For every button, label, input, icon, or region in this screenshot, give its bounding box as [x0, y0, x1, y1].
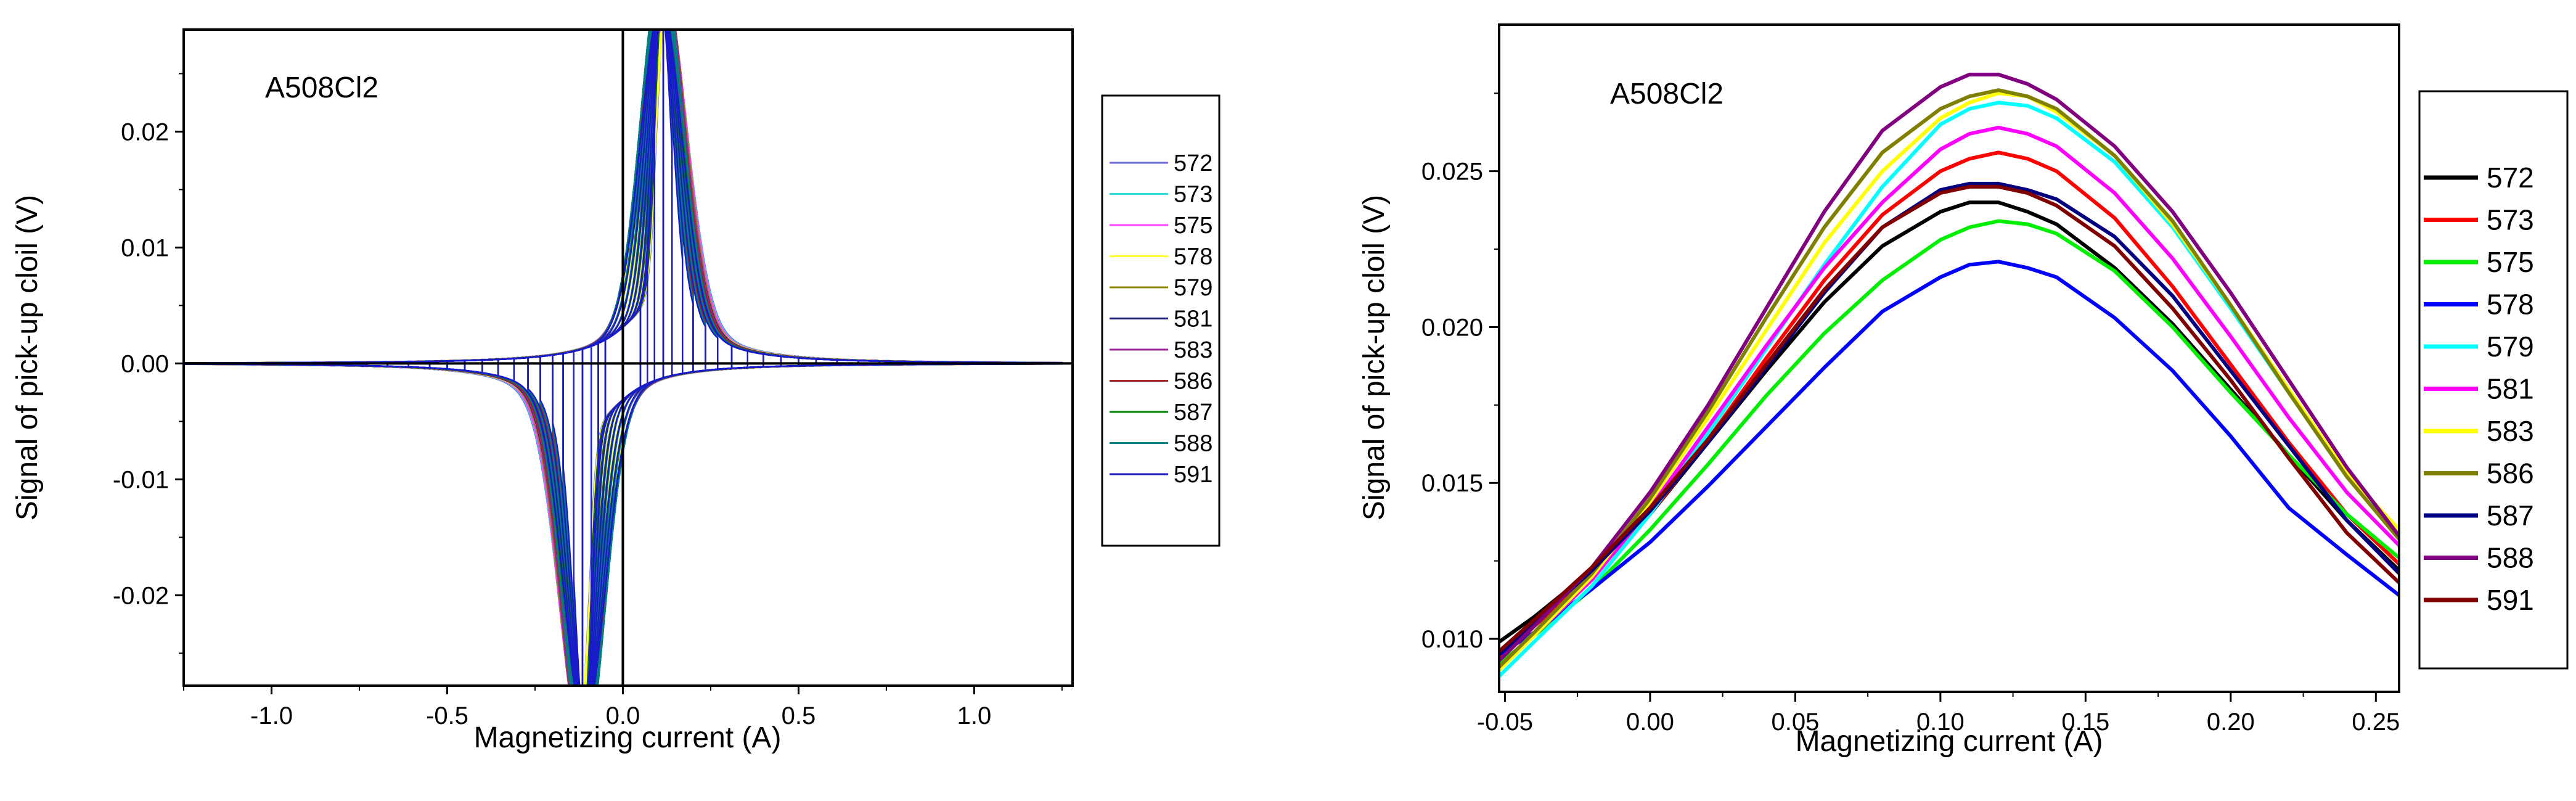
right-y-axis-title: Signal of pick-up cloil (V)	[1358, 195, 1391, 520]
right-x-tick-label: 0.10	[1916, 709, 1965, 736]
right-x-tick-label: 0.25	[2352, 709, 2400, 736]
right-series-line-587	[1499, 181, 2399, 656]
right-series-line-591	[1499, 184, 2399, 653]
right-legend-label-587: 587	[2487, 499, 2534, 532]
right-plot-frame	[1498, 23, 2400, 693]
right-legend-label-591: 591	[2487, 584, 2534, 616]
right-y-tick-label: 0.020	[1421, 314, 1483, 341]
left-legend-label-573: 573	[1174, 182, 1212, 208]
left-legend: 572 573 575 578 579 581 583 586 587 588 591	[1110, 150, 1212, 488]
right-legend-label-572: 572	[2487, 162, 2534, 194]
right-legend: 572 573 575 578 579 581 583 586 587 588 591	[2424, 162, 2534, 616]
left-x-tick-label: -1.0	[250, 702, 293, 729]
right-legend-label-586: 586	[2487, 458, 2534, 490]
left-chart: -1.0 -0.5 0.0 0.5 1.0-0.02-0.010.000.010.02 …	[11, 28, 1221, 754]
right-series-line-578	[1499, 260, 2399, 656]
right-axis-ticks: -0.05 0.00 0.05 0.10 0.15 0.20 0.25 0.010 0.015 0…	[1421, 92, 2400, 736]
left-y-tick-label: 0.02	[121, 118, 169, 146]
right-legend-label-581: 581	[2487, 373, 2534, 405]
left-x-tick-label: -0.5	[426, 702, 468, 729]
right-x-tick-label: 0.20	[2207, 709, 2255, 736]
left-x-tick-label: 0.5	[782, 702, 816, 729]
right-y-tick-label: 0.025	[1421, 158, 1483, 186]
left-legend-label-572: 572	[1174, 150, 1212, 176]
right-x-tick-label: 0.05	[1771, 709, 1819, 736]
left-legend-box	[1101, 94, 1221, 547]
right-legend-box	[2418, 90, 2569, 670]
left-axis-ticks: -1.0 -0.5 0.0 0.5 1.0 -0.02 -0.01 0.00 0.01 0.02	[113, 73, 1063, 729]
right-x-tick-label: 0.00	[1626, 709, 1674, 736]
right-legend-label-575: 575	[2487, 246, 2534, 278]
left-legend-label-583: 583	[1174, 337, 1212, 363]
left-legend-label-591: 591	[1174, 462, 1212, 488]
left-legend-label-587: 587	[1174, 400, 1212, 425]
right-series-group	[1499, 72, 2399, 678]
right-legend-label-579: 579	[2487, 331, 2534, 363]
left-sample-label: A508Cl2	[265, 72, 378, 104]
left-legend-label-586: 586	[1174, 369, 1212, 395]
right-x-tick-label: 0.15	[2061, 709, 2109, 736]
right-series-line-575	[1499, 219, 2399, 665]
left-x-tick-label: 1.0	[957, 702, 992, 729]
left-series-group	[184, 30, 1073, 686]
left-legend-label-588: 588	[1174, 431, 1212, 457]
right-chart: -0.05 0.00 0.05 0.10 0.15 0.20 0.25 0.010 0.015 0…	[1358, 23, 2569, 758]
right-y-tick-label: 0.015	[1421, 470, 1483, 497]
right-series-line-588	[1499, 72, 2399, 662]
left-x-tick-label: 0.0	[606, 702, 640, 729]
left-y-tick-label: 0.01	[121, 234, 169, 261]
left-y-axis-title: Signal of pick-up cloil (V)	[11, 195, 44, 520]
left-y-tick-label: -0.01	[113, 466, 169, 493]
left-legend-label-581: 581	[1174, 306, 1212, 332]
left-loop-591-24	[604, 305, 642, 422]
right-series-line-586	[1499, 88, 2399, 668]
right-sample-label: A508Cl2	[1610, 78, 1723, 110]
right-x-tick-label: -0.05	[1477, 709, 1533, 736]
left-y-tick-label: -0.02	[113, 582, 169, 609]
left-legend-label-575: 575	[1174, 213, 1212, 239]
left-legend-label-578: 578	[1174, 244, 1212, 270]
right-y-tick-label: 0.010	[1421, 626, 1483, 653]
left-plot-frame	[182, 28, 1074, 687]
right-legend-label-578: 578	[2487, 289, 2534, 321]
right-legend-label-583: 583	[2487, 415, 2534, 447]
right-legend-label-573: 573	[2487, 204, 2534, 236]
left-legend-label-579: 579	[1174, 275, 1212, 301]
right-legend-label-588: 588	[2487, 542, 2534, 574]
left-x-axis-title: Magnetizing current (A)	[474, 721, 782, 754]
right-x-axis-title: Magnetizing current (A)	[1796, 725, 2103, 758]
left-y-tick-label: 0.00	[121, 350, 169, 377]
